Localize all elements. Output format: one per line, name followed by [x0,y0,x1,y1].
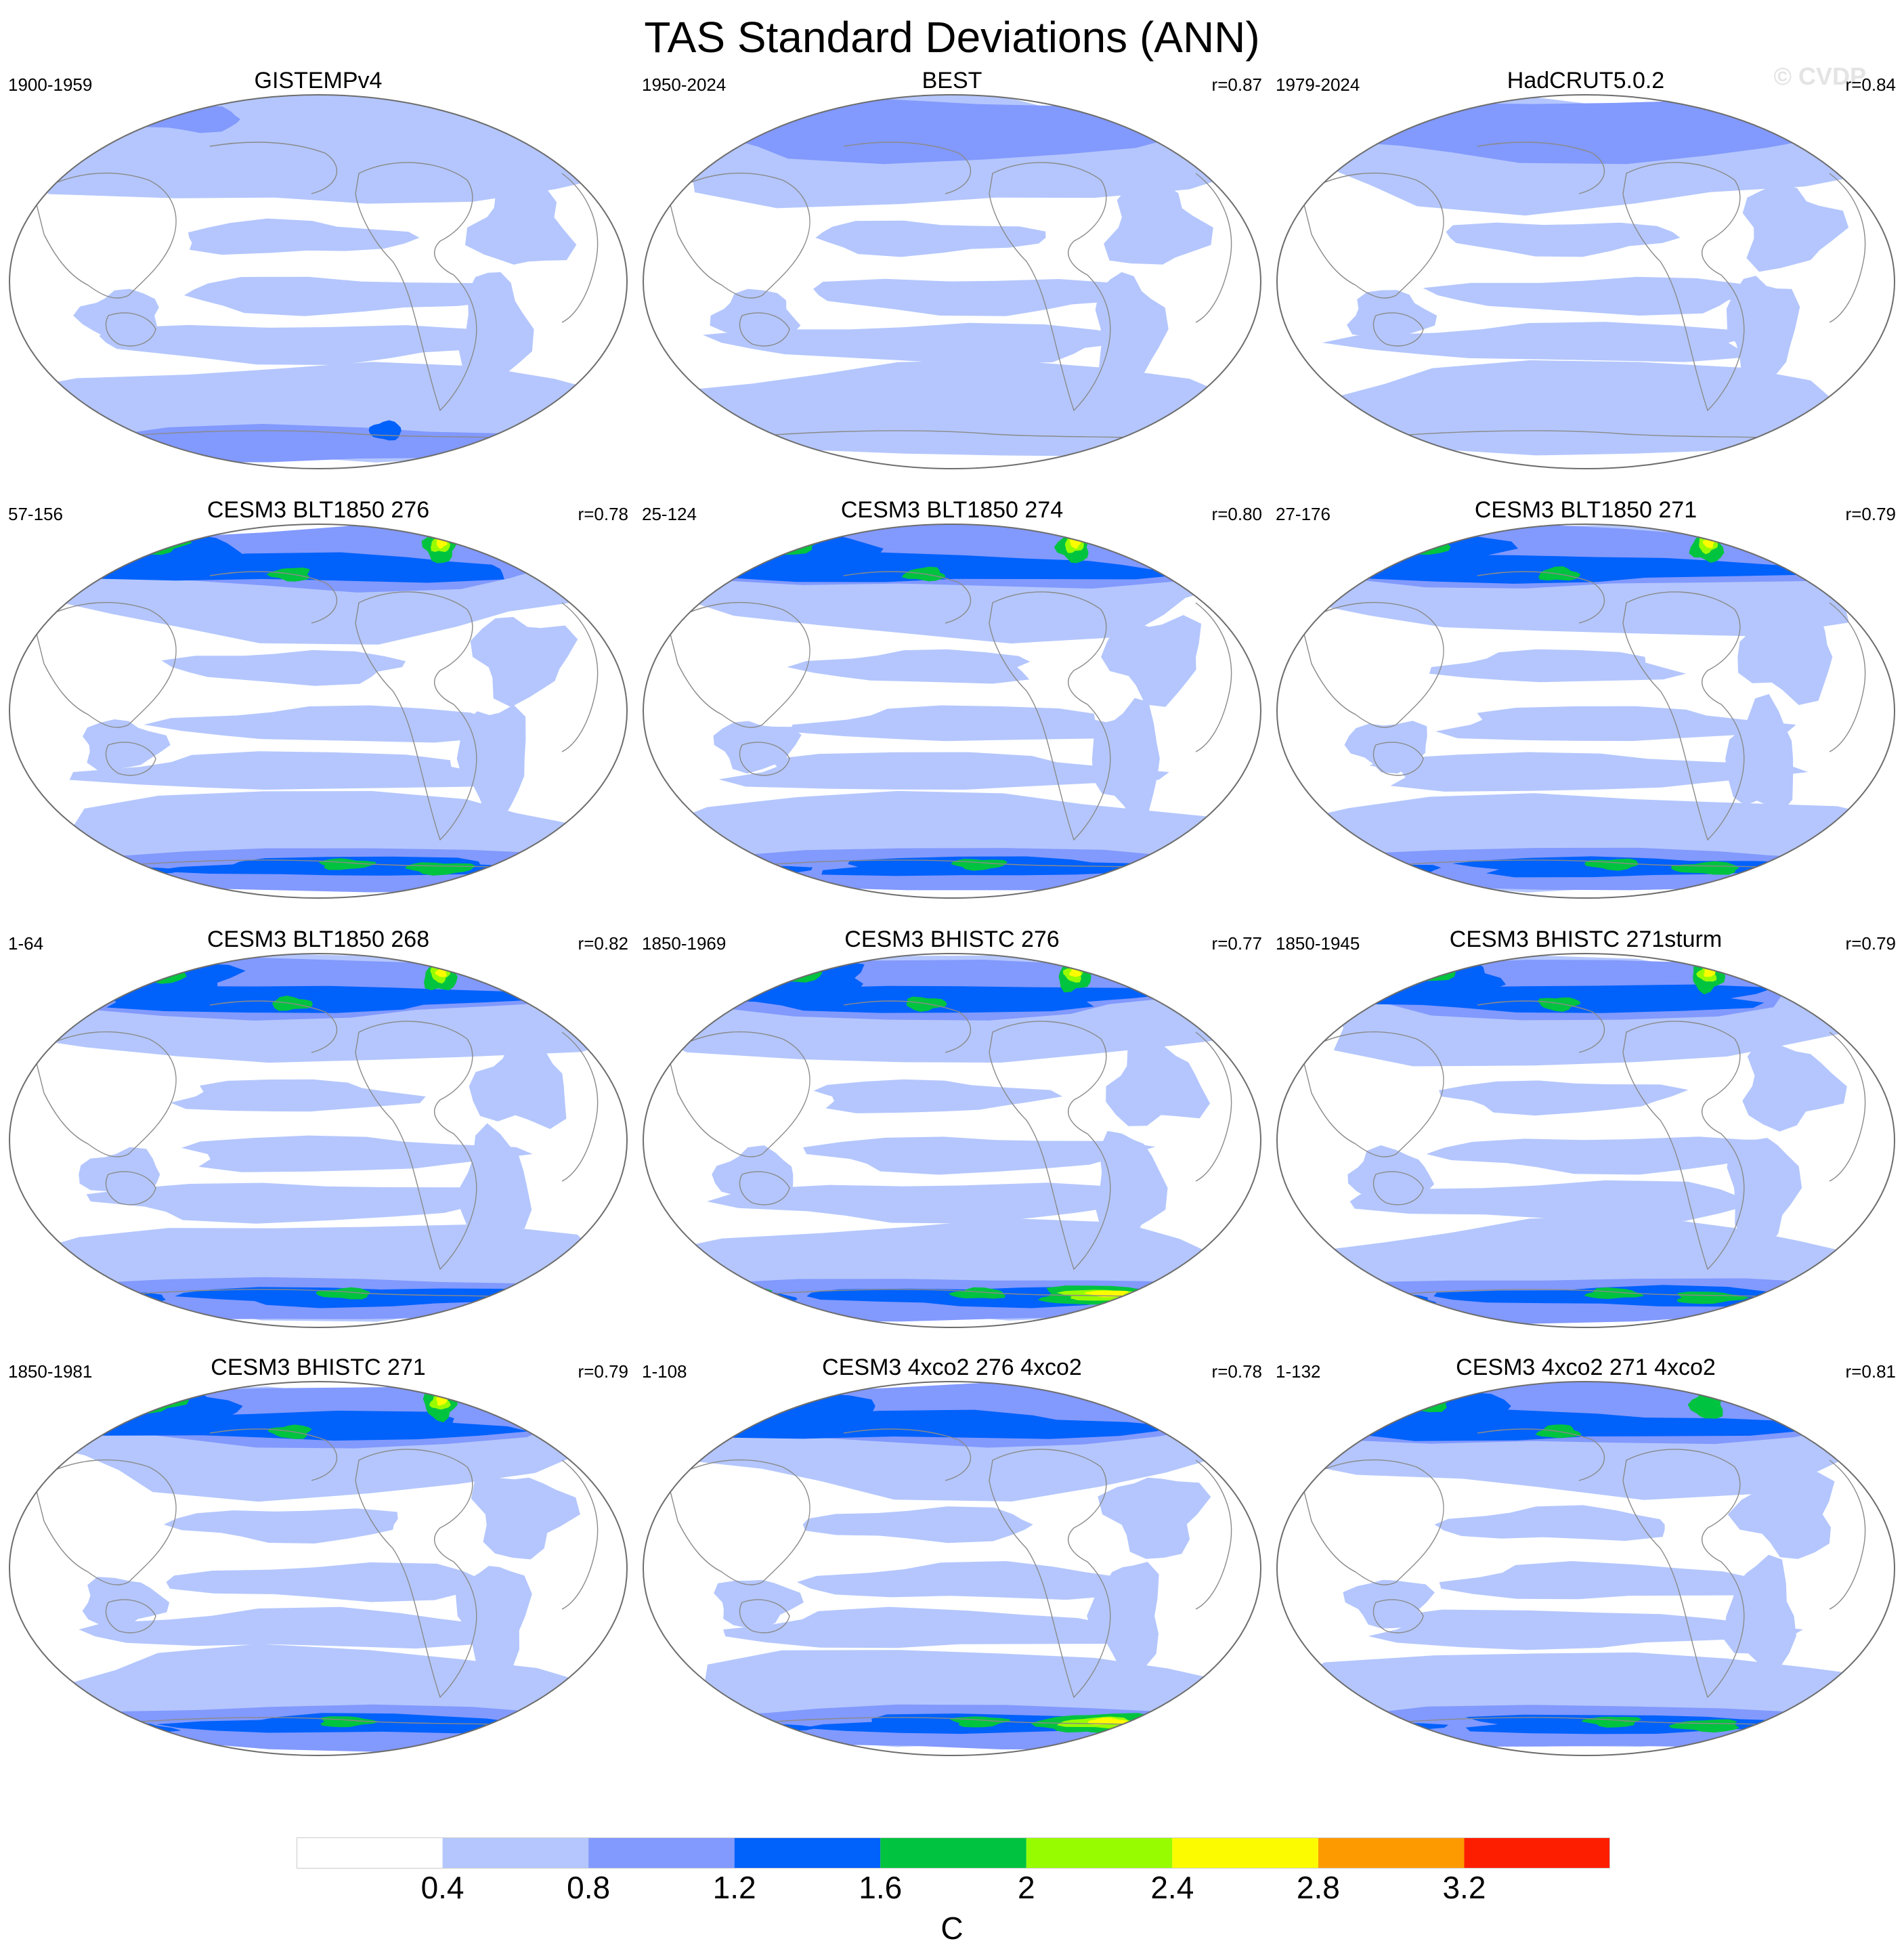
panel-pattern-correlation: r=0.80 [1211,504,1262,524]
panel-title: CESM3 4xco2 276 4xco2 [822,1355,1082,1380]
colorbar-tick-label: 1.2 [712,1870,756,1905]
colorbar-unit-label: C [940,1911,964,1946]
panel-title: GISTEMPv4 [254,68,383,93]
colorbar-swatch [588,1837,735,1869]
panel-period: 1-132 [1276,1361,1321,1382]
panel-pattern-correlation: r=0.84 [1845,74,1896,95]
panel-period: 1979-2024 [1276,74,1360,95]
map-panel: CESM3 BHISTC 276 1850-1969 r=0.77 [641,926,1263,1346]
panel-title: CESM3 BLT1850 268 [207,926,430,952]
colorbar-swatch [880,1837,1026,1869]
panel-period: 1850-1981 [8,1361,93,1382]
colorbar-swatch [1172,1837,1318,1869]
global-map [643,1381,1261,1756]
map-panel: CESM3 BLT1850 276 57-156 r=0.78 [7,497,630,917]
colorbar-tick-label: 0.4 [420,1870,464,1905]
panel-pattern-correlation: r=0.87 [1211,74,1262,95]
map-panel: CESM3 BHISTC 271sturm 1850-1945 r=0.79 [1274,926,1897,1346]
colorbar-tick-label: 2 [1017,1870,1035,1905]
panel-period: 1950-2024 [642,74,727,95]
map-panel: CESM3 BHISTC 271 1850-1981 r=0.79 [7,1355,630,1774]
panel-title: CESM3 BLT1850 276 [207,497,430,523]
colorbar-swatch [442,1837,589,1869]
panel-title: CESM3 4xco2 271 4xco2 [1456,1355,1716,1380]
colorbar-tick-label: 2.8 [1296,1870,1340,1905]
map-panel: BEST 1950-2024 r=0.87 [641,68,1263,488]
panel-period: 57-156 [8,504,63,524]
global-map [9,524,628,899]
global-map [643,524,1261,899]
panel-title: CESM3 BLT1850 271 [1474,497,1697,523]
panel-period: 27-176 [1276,504,1330,524]
colorbar-labels: 0.4 0.8 1.2 1.6 2 2.4 2.8 3.2 [0,1869,1904,1910]
global-map [643,953,1261,1328]
colorbar-tick-label: 0.8 [567,1870,611,1905]
panel-pattern-correlation: r=0.79 [578,1361,628,1382]
panel-pattern-correlation: r=0.77 [1211,933,1262,954]
panel-period: 1850-1945 [1276,933,1360,954]
global-map [1276,94,1895,469]
panel-title: CESM3 BLT1850 274 [840,497,1064,523]
map-panel: CESM3 BLT1850 271 27-176 r=0.79 [1274,497,1897,917]
colorbar [297,1837,1610,1869]
panel-title: BEST [922,68,982,93]
panel-pattern-correlation: r=0.79 [1845,504,1896,524]
panel-period: 1850-1969 [642,933,727,954]
colorbar-swatch [734,1837,881,1869]
colorbar-swatch [1026,1837,1173,1869]
colorbar-tick-label: 2.4 [1150,1870,1194,1905]
panel-title: CESM3 BHISTC 276 [844,926,1060,952]
panel-period: 1900-1959 [8,74,93,95]
colorbar-swatch [1318,1837,1465,1869]
global-map [1276,953,1895,1328]
global-map [9,953,628,1328]
panel-title: HadCRUT5.0.2 [1507,68,1665,93]
map-panel: CESM3 4xco2 276 4xco2 1-108 r=0.78 [641,1355,1263,1774]
panel-pattern-correlation: r=0.78 [578,504,628,524]
colorbar-tick-label: 1.6 [859,1870,903,1905]
global-map [643,94,1261,469]
global-map [9,94,628,469]
global-map [1276,524,1895,899]
panel-period: 25-124 [642,504,697,524]
panel-period: 1-108 [642,1361,687,1382]
panel-pattern-correlation: r=0.81 [1845,1361,1896,1382]
map-panel: HadCRUT5.0.2 1979-2024 r=0.84 [1274,68,1897,488]
panel-title: CESM3 BHISTC 271sturm [1449,926,1723,952]
colorbar-tick-label: 3.2 [1442,1870,1486,1905]
global-map [1276,1381,1895,1756]
colorbar-swatch [297,1837,443,1869]
panel-period: 1-64 [8,933,44,954]
panel-title: CESM3 BHISTC 271 [211,1355,426,1380]
panel-pattern-correlation: r=0.78 [1211,1361,1262,1382]
map-panel: CESM3 BLT1850 274 25-124 r=0.80 [641,497,1263,917]
panel-pattern-correlation: r=0.79 [1845,933,1896,954]
map-panel: GISTEMPv4 1900-1959 [7,68,630,488]
colorbar-swatch [1464,1837,1610,1869]
panel-pattern-correlation: r=0.82 [578,933,628,954]
cvdp-watermark: © CVDP [1773,62,1866,90]
map-panel: CESM3 BLT1850 268 1-64 r=0.82 [7,926,630,1346]
global-map [9,1381,628,1756]
figure-title: TAS Standard Deviations (ANN) [644,13,1260,62]
map-panel: CESM3 4xco2 271 4xco2 1-132 r=0.81 [1274,1355,1897,1774]
